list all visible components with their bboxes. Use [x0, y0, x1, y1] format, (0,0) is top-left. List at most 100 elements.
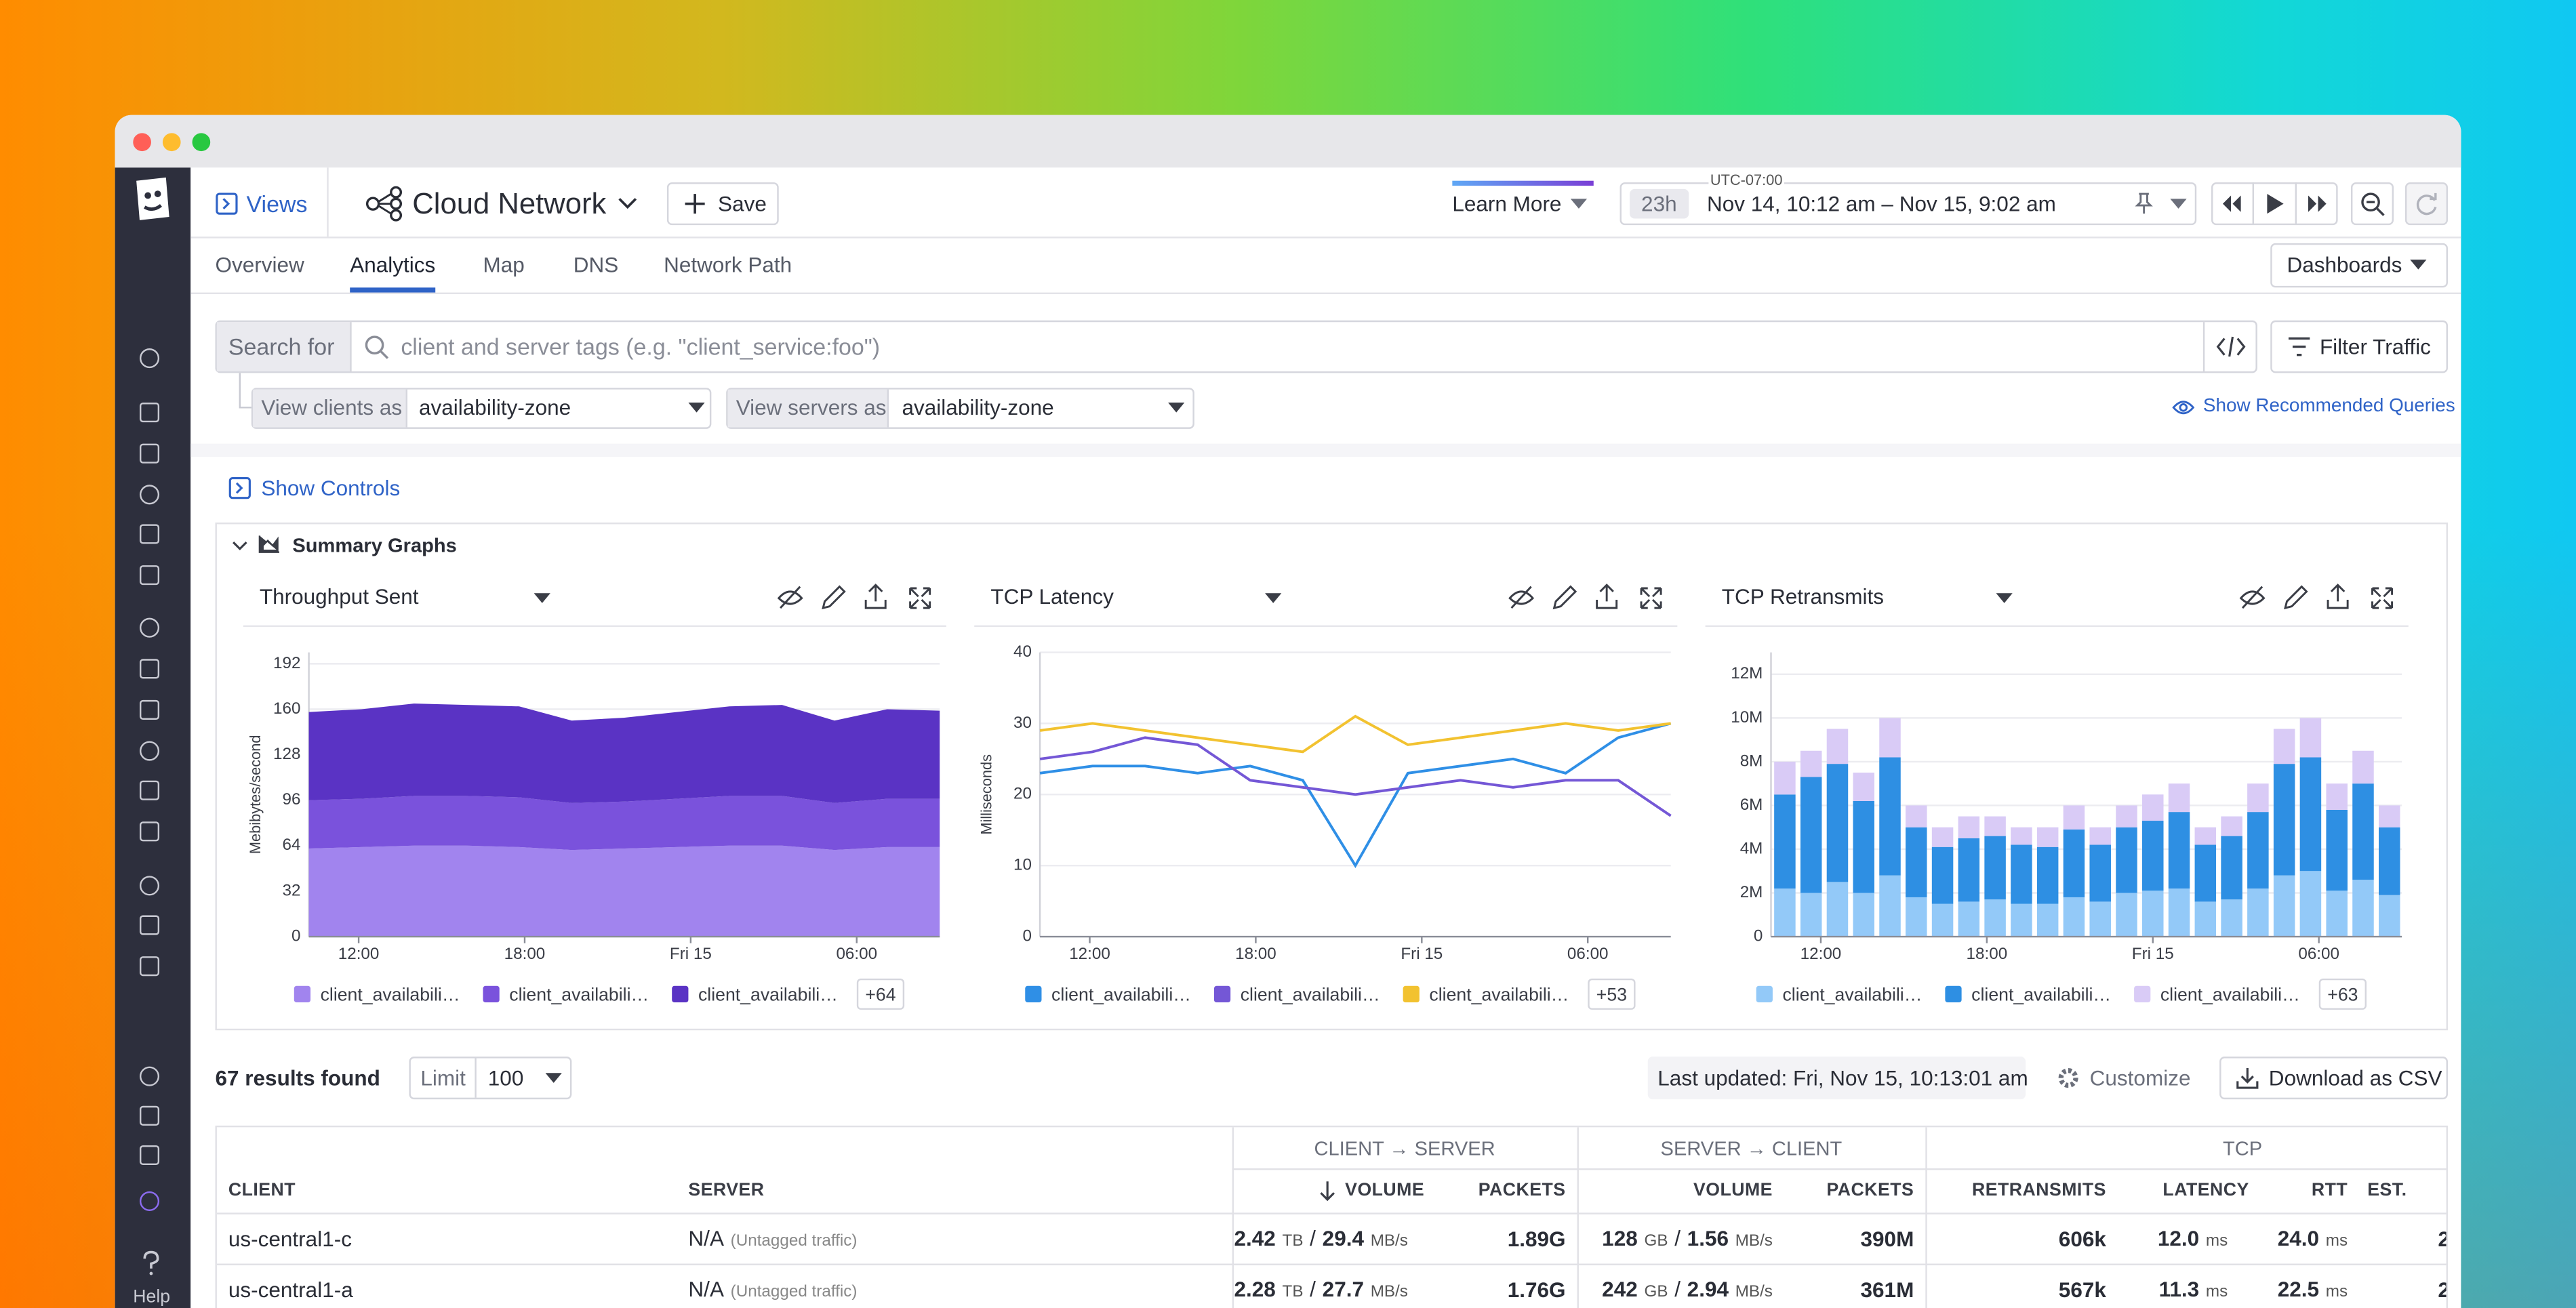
legend-label[interactable]: client_availabili…	[321, 984, 460, 1004]
export-icon[interactable]	[2327, 584, 2349, 609]
views-button[interactable]: Views	[246, 190, 308, 218]
sidebar-icon[interactable]	[139, 565, 160, 586]
sidebar-icon[interactable]	[139, 617, 160, 638]
sidebar-icon[interactable]	[139, 1066, 160, 1086]
graph-menu-caret[interactable]	[534, 593, 550, 603]
playback-icons[interactable]	[2211, 182, 2338, 226]
table-cell[interactable]: us-central1-a	[228, 1278, 353, 1303]
limit-value[interactable]: 100	[487, 1065, 524, 1090]
servers-value[interactable]: availability-zone	[902, 395, 1054, 420]
sidebar-icon[interactable]	[139, 485, 160, 505]
clients-value[interactable]: availability-zone	[418, 395, 571, 420]
sidebar-icon[interactable]	[139, 741, 160, 761]
table-cell[interactable]: us-central1-c	[228, 1226, 352, 1252]
customize[interactable]: Customize	[2089, 1065, 2191, 1090]
export-icon[interactable]	[1596, 584, 1618, 609]
time-range[interactable]: Nov 14, 10:12 am – Nov 15, 9:02 am	[1706, 191, 2056, 216]
column-header[interactable]: VOLUME	[1693, 1181, 1773, 1201]
download-label[interactable]: Download as CSV	[2268, 1065, 2442, 1090]
title-chevron[interactable]	[618, 196, 637, 212]
tab[interactable]: Overview	[215, 252, 304, 277]
tab[interactable]: DNS	[573, 252, 619, 277]
legend-more-label[interactable]: +53	[1596, 984, 1627, 1004]
column-header[interactable]: RETRANSMITS	[1971, 1181, 2106, 1201]
tab[interactable]: Analytics	[350, 252, 436, 277]
download-button[interactable]	[2219, 1057, 2448, 1100]
minimize-button[interactable]	[161, 132, 180, 150]
legend-label[interactable]: client_availabili…	[1971, 984, 2111, 1004]
tab[interactable]: Network Path	[664, 252, 792, 277]
sidebar-icon[interactable]	[139, 780, 160, 800]
sidebar-icon[interactable]	[139, 1191, 160, 1211]
save-label[interactable]: Save	[718, 191, 767, 216]
column-header[interactable]: PACKETS	[1826, 1181, 1914, 1201]
learn-more[interactable]: Learn More	[1452, 191, 1562, 216]
legend-more[interactable]	[1588, 978, 1636, 1010]
legend-swatch[interactable]	[1025, 985, 1042, 1003]
limit-select[interactable]	[409, 1057, 572, 1100]
zoom-out-button[interactable]	[2350, 182, 2394, 226]
sidebar-icon[interactable]	[139, 443, 160, 464]
code-icon[interactable]	[2216, 335, 2246, 359]
sidebar-icon[interactable]	[139, 956, 160, 977]
legend-swatch[interactable]	[483, 985, 500, 1003]
dashboards-button[interactable]	[2270, 243, 2448, 288]
legend-more[interactable]	[2318, 978, 2367, 1010]
legend-label[interactable]: client_availabili…	[509, 984, 649, 1004]
expand-icon[interactable]	[909, 587, 931, 609]
legend-swatch[interactable]	[2134, 985, 2151, 1003]
column-header[interactable]: EST.	[2367, 1181, 2407, 1201]
column-header[interactable]: SERVER	[688, 1181, 765, 1201]
sidebar-icon[interactable]	[139, 524, 160, 544]
show-controls[interactable]: Show Controls	[261, 475, 401, 501]
sidebar-icon[interactable]	[139, 876, 160, 896]
graph-menu-caret[interactable]	[1265, 593, 1282, 603]
collapse-caret[interactable]	[232, 537, 248, 554]
hide-icon[interactable]	[777, 586, 803, 609]
dashboards-label[interactable]: Dashboards	[2287, 252, 2402, 277]
sort-arrow[interactable]	[1319, 1180, 1335, 1203]
hide-icon[interactable]	[2239, 586, 2266, 609]
column-header[interactable]: RTT	[2311, 1181, 2348, 1201]
legend-swatch[interactable]	[1756, 985, 1773, 1003]
time-picker[interactable]	[1619, 182, 2197, 226]
sidebar-icon[interactable]	[139, 1145, 160, 1166]
sidebar-icon[interactable]	[139, 1105, 160, 1126]
filter-traffic-label[interactable]: Filter Traffic	[2319, 334, 2431, 359]
sidebar-icon[interactable]	[139, 699, 160, 720]
legend-more-label[interactable]: +63	[2327, 984, 2358, 1004]
graph-menu-caret[interactable]	[1996, 593, 2013, 603]
help-icon[interactable]	[140, 1250, 163, 1277]
logo[interactable]	[129, 174, 172, 224]
legend-label[interactable]: client_availabili…	[1429, 984, 1569, 1004]
edit-icon[interactable]	[2284, 585, 2308, 610]
caret[interactable]	[2170, 197, 2187, 210]
legend-swatch[interactable]	[1403, 985, 1420, 1003]
sidebar-icon[interactable]	[139, 915, 160, 935]
legend-label[interactable]: client_availabili…	[1782, 984, 1922, 1004]
sidebar-icon[interactable]	[139, 821, 160, 842]
sidebar-icon[interactable]	[139, 348, 160, 369]
column-header[interactable]: CLIENT	[228, 1181, 296, 1201]
legend-swatch[interactable]	[1945, 985, 1962, 1003]
help-label[interactable]: Help	[133, 1287, 171, 1307]
legend-label[interactable]: client_availabili…	[1241, 984, 1380, 1004]
hide-icon[interactable]	[1508, 586, 1535, 609]
expand-icon[interactable]	[1640, 587, 1662, 609]
legend-swatch[interactable]	[672, 985, 689, 1003]
legend-label[interactable]: client_availabili…	[698, 984, 838, 1004]
legend-more-label[interactable]: +64	[865, 984, 895, 1004]
zoom-button[interactable]	[191, 132, 209, 150]
legend-swatch[interactable]	[294, 985, 311, 1003]
column-header[interactable]: LATENCY	[2162, 1181, 2249, 1201]
recommended-queries[interactable]: Show Recommended Queries	[2202, 396, 2455, 417]
edit-icon[interactable]	[1552, 585, 1577, 610]
search-box[interactable]	[215, 320, 2257, 373]
column-header[interactable]: VOLUME	[1345, 1181, 1425, 1201]
refresh-button[interactable]	[2404, 182, 2448, 226]
sidebar-icon[interactable]	[139, 659, 160, 679]
column-header[interactable]: PACKETS	[1478, 1181, 1566, 1201]
tab[interactable]: Map	[483, 252, 525, 277]
legend-swatch[interactable]	[1213, 985, 1231, 1003]
export-icon[interactable]	[864, 584, 887, 609]
